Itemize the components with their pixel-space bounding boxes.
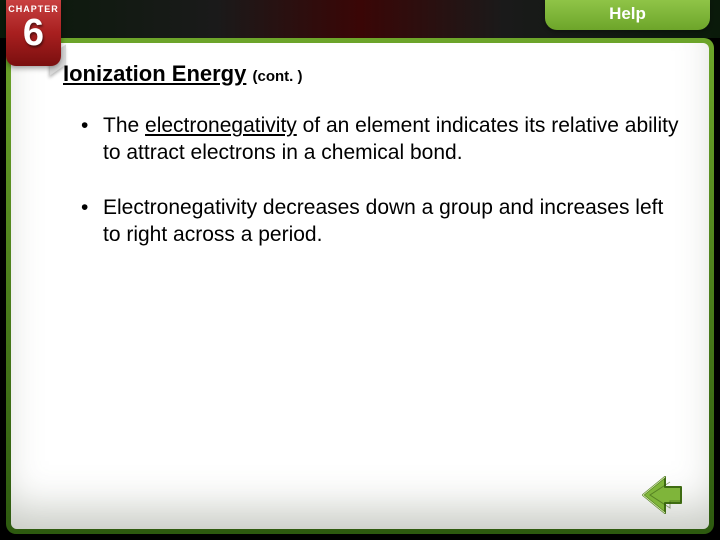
- list-item: The electronegativity of an element indi…: [81, 113, 683, 167]
- help-tab[interactable]: Help: [545, 0, 710, 30]
- help-label: Help: [609, 4, 646, 23]
- list-item: Electronegativity decreases down a group…: [81, 195, 683, 249]
- bullet-list: The electronegativity of an element indi…: [63, 113, 683, 249]
- bullet-text-post: Electronegativity decreases down a group…: [103, 196, 663, 246]
- chapter-badge[interactable]: CHAPTER 6: [6, 0, 61, 66]
- back-button[interactable]: [637, 473, 687, 517]
- title-main: Ionization Energy: [63, 61, 246, 86]
- glossary-link[interactable]: electronegativity: [145, 114, 297, 137]
- slide-content: Ionization Energy (cont. ) The electrone…: [11, 43, 709, 529]
- title-cont: (cont. ): [252, 68, 302, 85]
- bullet-text-pre: The: [103, 114, 145, 137]
- content-frame: Ionization Energy (cont. ) The electrone…: [6, 38, 714, 534]
- chapter-number: 6: [6, 14, 61, 52]
- back-arrow-icon: [637, 473, 687, 517]
- slide-title: Ionization Energy (cont. ): [63, 61, 683, 87]
